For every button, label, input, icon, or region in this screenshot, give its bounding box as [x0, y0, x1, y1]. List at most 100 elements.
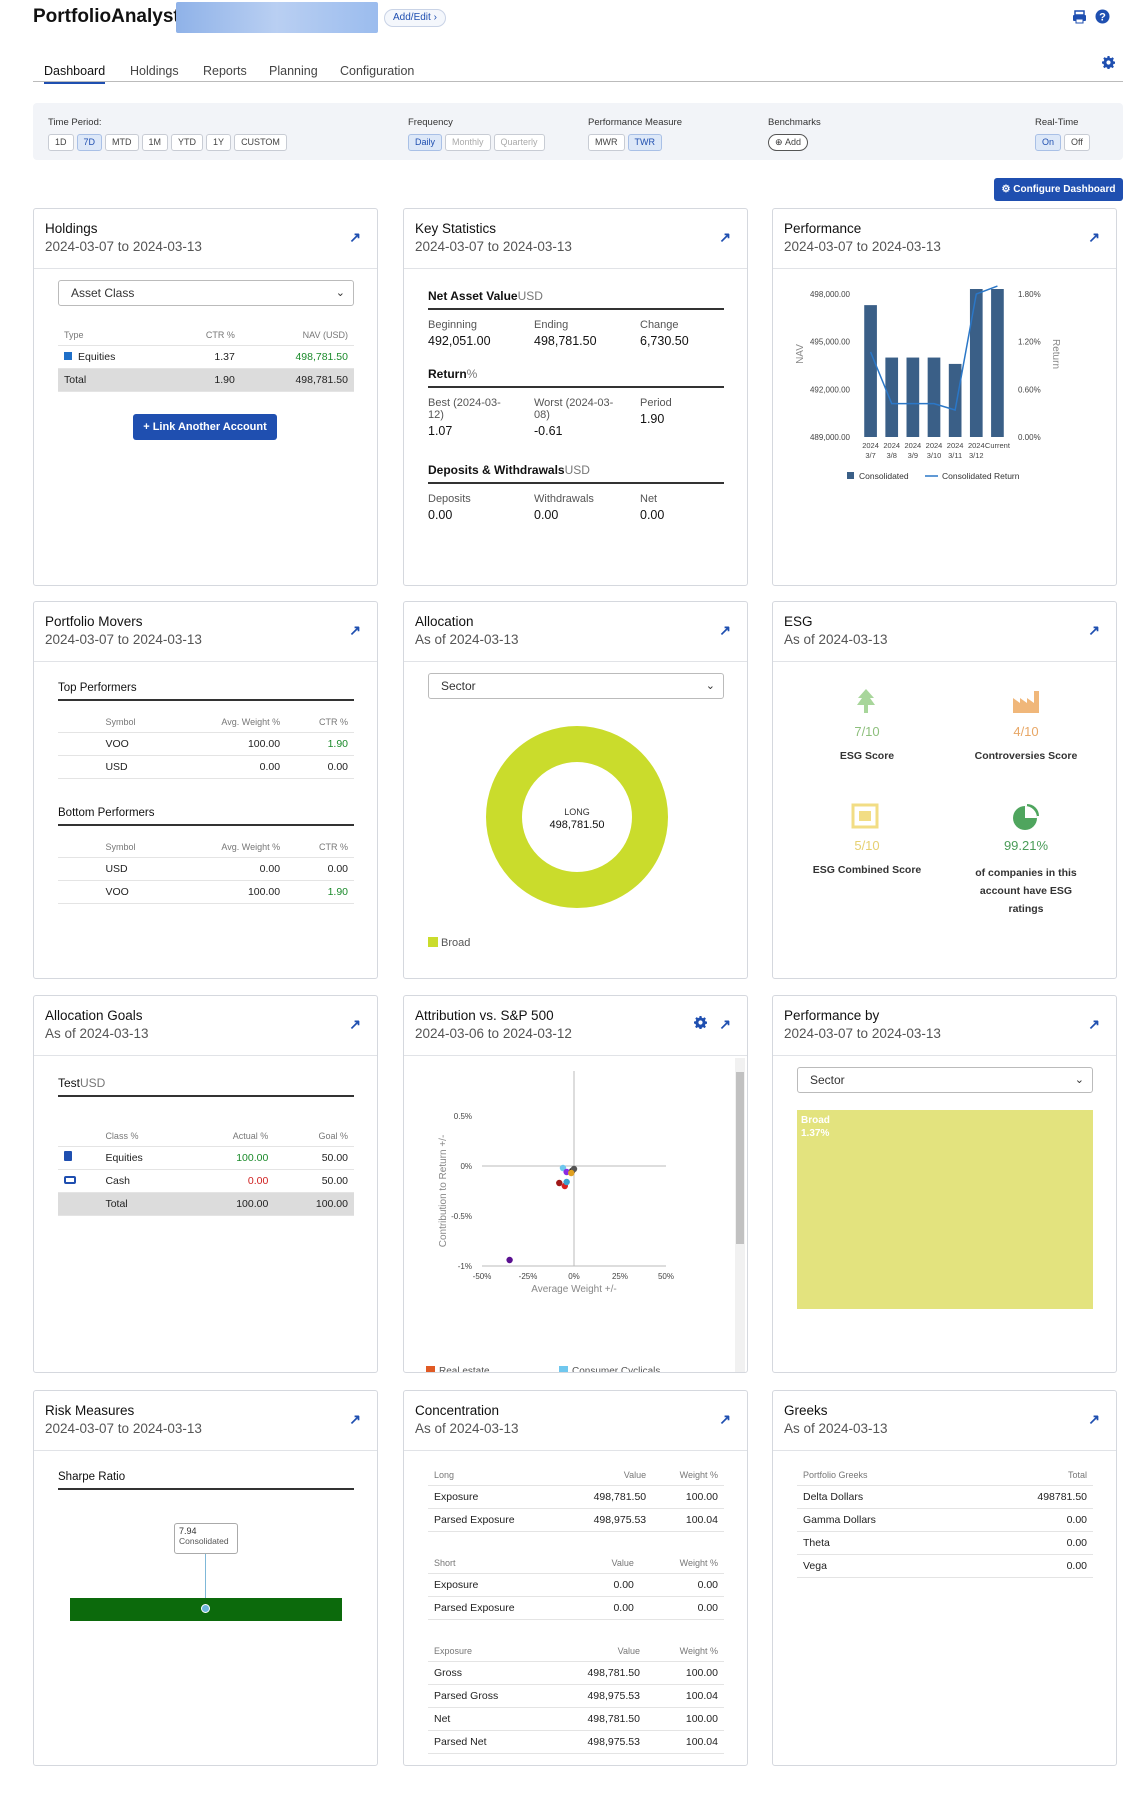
divider	[773, 268, 1116, 269]
table-row[interactable]: USD 0.00 0.00	[58, 857, 354, 881]
freq-monthly[interactable]: Monthly	[445, 134, 491, 151]
y-tick-label: -0.5%	[451, 1212, 472, 1221]
col-symbol: Symbol	[99, 837, 170, 858]
expand-arrow-icon[interactable]: ↗	[349, 1411, 361, 1427]
greeks-table: Portfolio Greeks Total Delta Dollars 49878…	[797, 1465, 1093, 1578]
expand-arrow-icon[interactable]: ↗	[1088, 622, 1100, 638]
configure-dashboard-button[interactable]: ⚙ Configure Dashboard	[994, 178, 1123, 201]
x-tick-label: 3/7	[865, 451, 875, 460]
sharpe-marker[interactable]	[201, 1604, 210, 1613]
tab-planning[interactable]: Planning	[269, 64, 318, 78]
period-1y[interactable]: 1Y	[206, 134, 232, 151]
y2-tick-label: 0.00%	[1018, 433, 1041, 442]
filter-bar: Time Period: 1D 7D MTD 1M YTD 1Y CUSTOM …	[33, 103, 1123, 160]
bottom-performers-title: Bottom Performers	[58, 807, 354, 826]
tab-holdings[interactable]: Holdings	[130, 64, 179, 78]
card-title: Risk Measures	[45, 1403, 135, 1418]
link-another-account-button[interactable]: + Link Another Account	[133, 414, 277, 440]
table-row[interactable]: Cash 0.00 50.00	[58, 1169, 354, 1193]
tab-reports[interactable]: Reports	[203, 64, 247, 78]
scatter-point-4[interactable]	[568, 1169, 575, 1177]
donut-slice-broad[interactable]	[486, 726, 668, 908]
time-period-selector: 1D 7D MTD 1M YTD 1Y CUSTOM	[48, 134, 287, 151]
tab-dashboard[interactable]: Dashboard	[44, 64, 106, 84]
expand-arrow-icon[interactable]: ↗	[349, 1016, 361, 1032]
total-row: Total 100.00 100.00	[58, 1192, 354, 1216]
col-goal: Goal %	[274, 1126, 354, 1147]
x-tick-label: 25%	[612, 1272, 628, 1281]
withdrawals-label: Withdrawals	[534, 493, 594, 505]
symbol: USD	[99, 755, 170, 779]
asset-class-select[interactable]: Asset Class ⌄	[58, 280, 354, 306]
realtime-off[interactable]: Off	[1064, 134, 1090, 151]
attribution-settings-gear-icon[interactable]	[694, 1016, 707, 1029]
expand-arrow-icon[interactable]: ↗	[1088, 229, 1100, 245]
sector-select[interactable]: Sector ⌄	[428, 673, 724, 699]
best-label: Best (2024-03-12)	[428, 397, 501, 421]
period-1m[interactable]: 1M	[141, 134, 169, 151]
scrollbar-thumb[interactable]	[736, 1072, 744, 1244]
realtime-on[interactable]: On	[1035, 134, 1062, 151]
bar-3[interactable]	[927, 357, 941, 437]
row-value: 0.00	[968, 1508, 1093, 1532]
add-benchmark-button[interactable]: ⊕ Add	[768, 134, 809, 151]
bar-2[interactable]	[906, 357, 920, 437]
expand-arrow-icon[interactable]: ↗	[719, 229, 731, 245]
table-row[interactable]: VOO 100.00 1.90	[58, 880, 354, 904]
withdrawals-stat: Withdrawals 0.00	[534, 493, 594, 522]
account-name-redacted	[176, 2, 378, 33]
period-custom[interactable]: CUSTOM	[234, 134, 287, 151]
bar-5[interactable]	[969, 289, 983, 437]
col-value: Value	[560, 1465, 653, 1486]
row-value: 498,975.53	[546, 1684, 646, 1708]
row-weight: 100.04	[646, 1684, 724, 1708]
row-nav: 498,781.50	[240, 345, 354, 369]
divider	[34, 1055, 377, 1056]
tab-configuration[interactable]: Configuration	[340, 64, 415, 78]
col-greek: Portfolio Greeks	[797, 1465, 969, 1486]
scatter-point-8[interactable]	[506, 1256, 513, 1264]
expand-arrow-icon[interactable]: ↗	[719, 622, 731, 638]
table-row[interactable]: USD 0.00 0.00	[58, 755, 354, 779]
expand-arrow-icon[interactable]: ↗	[719, 1016, 731, 1032]
x-tick-label: -50%	[473, 1272, 492, 1281]
table-row[interactable]: VOO 100.00 1.90	[58, 732, 354, 756]
col-total: Total	[968, 1465, 1093, 1486]
table-row[interactable]: Equities 100.00 50.00	[58, 1146, 354, 1170]
measure-mwr[interactable]: MWR	[588, 134, 625, 151]
expand-arrow-icon[interactable]: ↗	[349, 622, 361, 638]
freq-daily[interactable]: Daily	[408, 134, 443, 151]
expand-arrow-icon[interactable]: ↗	[1088, 1411, 1100, 1427]
period-1d[interactable]: 1D	[48, 134, 74, 151]
scrollbar[interactable]	[735, 1058, 745, 1372]
top-performers-table: Symbol Avg. Weight % CTR % VOO 100.00 1.90 U…	[58, 712, 354, 779]
sector-select[interactable]: Sector ⌄	[797, 1067, 1093, 1093]
help-icon[interactable]: ?	[1095, 9, 1110, 24]
bar-6[interactable]	[991, 289, 1004, 437]
scatter-point-7[interactable]	[563, 1178, 570, 1186]
print-icon[interactable]	[1072, 10, 1087, 24]
settings-gear-icon[interactable]	[1102, 56, 1115, 69]
expand-arrow-icon[interactable]: ↗	[1088, 1016, 1100, 1032]
period-mtd[interactable]: MTD	[105, 134, 139, 151]
total-actual: 100.00	[188, 1192, 275, 1216]
table-row[interactable]: Equities 1.37 498,781.50	[58, 345, 354, 369]
select-value: Sector	[441, 679, 476, 693]
legend-label: Consolidated Return	[942, 471, 1020, 481]
add-edit-button[interactable]: Add/Edit ›	[384, 9, 446, 27]
expand-arrow-icon[interactable]: ↗	[349, 229, 361, 245]
period-ytd[interactable]: YTD	[171, 134, 204, 151]
total-label: Total	[58, 368, 170, 392]
expand-arrow-icon[interactable]: ↗	[719, 1411, 731, 1427]
freq-quarterly[interactable]: Quarterly	[493, 134, 545, 151]
bar-4[interactable]	[948, 363, 962, 437]
bar-0[interactable]	[864, 305, 877, 437]
total-goal: 100.00	[274, 1192, 354, 1216]
goals-unit: USD	[80, 1076, 106, 1090]
heatmap-tile-broad[interactable]: Broad 1.37%	[797, 1110, 1093, 1309]
period-7d[interactable]: 7D	[76, 134, 103, 151]
col-weight: Weight %	[652, 1465, 724, 1486]
scatter-point-5[interactable]	[556, 1179, 563, 1187]
bar-1[interactable]	[885, 357, 899, 437]
measure-twr[interactable]: TWR	[627, 134, 662, 151]
